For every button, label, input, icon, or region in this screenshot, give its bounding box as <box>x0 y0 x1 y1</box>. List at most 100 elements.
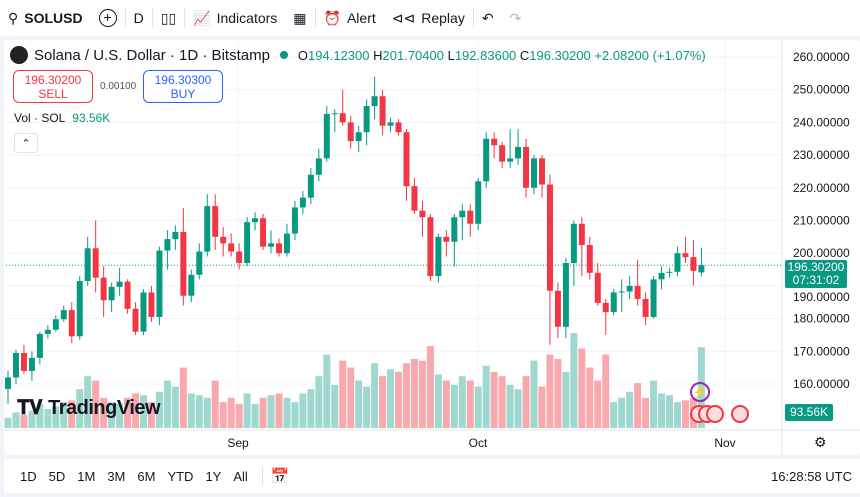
volume-bar <box>323 354 331 428</box>
candle-body <box>347 122 354 142</box>
candle-body <box>44 329 51 334</box>
candle-body <box>483 138 490 182</box>
candle-body <box>586 245 593 273</box>
candle-body <box>682 253 689 258</box>
volume-bar <box>299 393 307 428</box>
range-1m[interactable]: 1M <box>77 468 96 484</box>
ohlc-values: O194.12300 H201.70400 L192.83600 C196.30… <box>297 47 706 63</box>
us-flag-icon <box>706 405 724 423</box>
compare-button[interactable]: + <box>91 0 125 36</box>
candle-body <box>674 253 681 272</box>
candle-body <box>92 248 99 278</box>
buy-button[interactable]: 196.30300 BUY <box>143 70 223 103</box>
volume-bar <box>163 380 171 428</box>
volume-bar <box>195 395 203 428</box>
redo-button[interactable]: ↷ <box>502 0 530 36</box>
volume-bar <box>355 380 363 428</box>
candle-body <box>523 146 530 188</box>
volume-bar <box>84 376 92 428</box>
price-chart[interactable]: 260.00000 250.00000 240.00000 230.00000 220.… <box>0 0 860 455</box>
volume-bar <box>20 415 28 428</box>
candle-body <box>12 352 19 378</box>
candle-body <box>618 291 625 293</box>
bottom-toolbar: 1D 5D 1M 3M 6M YTD 1Y All 📅 16:28:58 UTC <box>4 459 860 493</box>
candle-body <box>252 218 259 223</box>
grid-icon: ▦ <box>293 9 307 26</box>
volume-bar <box>634 383 642 428</box>
volume-bar <box>610 402 618 428</box>
candle-body <box>180 231 187 296</box>
candle-body <box>164 239 171 251</box>
candle-body <box>451 217 458 242</box>
indicators-button[interactable]: 📈 Indicators <box>193 9 278 27</box>
candle-body <box>491 138 498 146</box>
indicators-icon: 📈 <box>193 9 211 26</box>
chart-settings-icon[interactable]: ⚙ <box>814 434 827 450</box>
candle-body <box>275 243 282 254</box>
volume-bar <box>426 345 434 428</box>
symbol-search[interactable]: ⚲ SOLUSD <box>8 9 83 27</box>
volume-bar <box>602 354 610 428</box>
volume-bar <box>514 389 522 428</box>
range-1y[interactable]: 1Y <box>205 468 222 484</box>
volume-bar <box>395 371 403 428</box>
candle-body <box>507 158 514 162</box>
y-tick-label: 170.00000 <box>793 344 850 358</box>
candle-body <box>387 122 394 126</box>
divider <box>184 8 186 28</box>
range-1d[interactable]: 1D <box>20 468 37 484</box>
volume-bar <box>132 393 140 428</box>
chevron-up-icon: ⌃ <box>21 138 31 150</box>
replay-button[interactable]: ⊲⊲ Replay <box>391 9 465 27</box>
undo-icon: ↶ <box>481 9 494 26</box>
goto-date-icon[interactable]: 📅 <box>270 468 290 485</box>
volume-bar <box>554 358 562 428</box>
volume-bar <box>642 397 650 428</box>
volume-bar <box>307 389 315 428</box>
volume-bar <box>267 395 275 428</box>
candle-body <box>698 265 705 273</box>
candle-body <box>395 122 402 133</box>
collapse-legend-button[interactable]: ⌃ <box>14 133 38 153</box>
volume-bar <box>681 400 689 428</box>
sell-button[interactable]: 196.30200 SELL <box>13 70 93 103</box>
alert-button[interactable]: ⏰ Alert <box>323 9 376 27</box>
range-3m[interactable]: 3M <box>107 468 126 484</box>
volume-bar <box>116 403 124 428</box>
volume-bar <box>339 360 347 428</box>
candle-body <box>108 286 115 301</box>
range-all[interactable]: All <box>233 468 248 484</box>
x-tick-label: Nov <box>714 436 735 450</box>
volume-bar <box>458 376 466 428</box>
lightning-event-icon: ⚡ <box>690 382 710 402</box>
range-ytd[interactable]: YTD <box>167 468 194 484</box>
candle-body <box>650 279 657 317</box>
volume-bar <box>371 363 379 428</box>
interval-button[interactable]: D <box>133 10 144 26</box>
candle-body <box>666 271 673 273</box>
candle-body <box>634 285 641 299</box>
candle-body <box>60 310 67 320</box>
volume-bar <box>203 397 211 428</box>
volume-bar <box>211 380 219 428</box>
layouts-button[interactable]: ▦ <box>285 0 314 36</box>
volume-bar <box>666 395 674 428</box>
chart-type-button[interactable]: ▯▯ <box>153 0 184 36</box>
events-flags[interactable]: ⚡ <box>688 380 763 425</box>
range-6m[interactable]: 6M <box>137 468 156 484</box>
candle-body <box>291 207 298 234</box>
candle-body <box>658 272 665 280</box>
candle-body <box>459 210 466 218</box>
volume-bar <box>243 393 251 428</box>
candle-body <box>148 292 155 317</box>
candle-body <box>260 218 267 247</box>
range-5d[interactable]: 5D <box>48 468 66 484</box>
undo-button[interactable]: ↶ <box>474 0 502 36</box>
volume-bar <box>52 406 60 428</box>
us-flag-icon <box>731 405 749 423</box>
volume-bar <box>76 389 84 428</box>
candle-body <box>339 113 346 123</box>
candle-body <box>124 281 131 309</box>
redo-icon: ↷ <box>509 9 522 26</box>
candle-body <box>268 243 275 247</box>
